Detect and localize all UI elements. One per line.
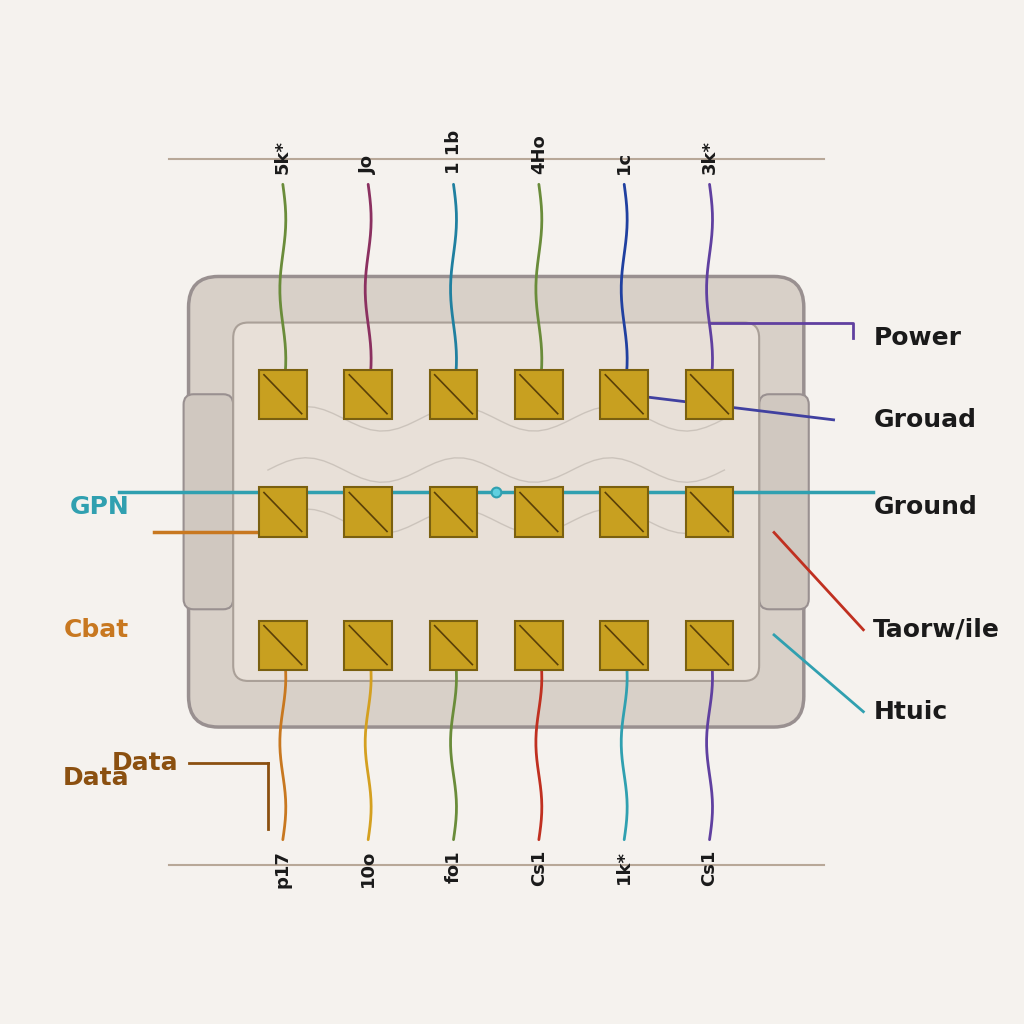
FancyBboxPatch shape [759,394,809,609]
Text: 1 1b: 1 1b [444,130,463,174]
Bar [259,487,306,537]
Bar [600,621,648,670]
Bar [344,370,392,419]
Text: p17: p17 [273,850,292,888]
Bar [600,487,648,537]
Bar [515,487,562,537]
Bar [515,621,562,670]
Bar [515,370,562,419]
Text: Htuic: Htuic [873,699,947,724]
Text: Cs1: Cs1 [700,850,719,887]
Text: Grouad: Grouad [873,408,976,432]
Text: 1k*: 1k* [615,850,633,884]
Bar [686,370,733,419]
Text: Cs1: Cs1 [529,850,548,887]
Text: Data: Data [62,766,129,791]
Text: 10o: 10o [359,850,377,887]
Text: Jo: Jo [359,155,377,174]
Text: fo1: fo1 [444,850,463,883]
Text: 5k*: 5k* [273,140,292,174]
FancyBboxPatch shape [183,394,233,609]
Text: Cbat: Cbat [63,617,129,642]
Text: 1c: 1c [615,151,633,174]
Text: 4Ho: 4Ho [529,134,548,174]
Text: Power: Power [873,326,962,350]
Bar [259,621,306,670]
Text: Ground: Ground [873,495,977,519]
Text: GPN: GPN [70,495,129,519]
Bar [686,487,733,537]
Bar [344,487,392,537]
Text: Data: Data [112,751,178,775]
Bar [344,621,392,670]
FancyBboxPatch shape [233,323,759,681]
FancyBboxPatch shape [188,276,804,727]
Bar [430,621,477,670]
Text: 3k*: 3k* [700,140,719,174]
Bar [430,370,477,419]
Bar [686,621,733,670]
Bar [259,370,306,419]
Bar [430,487,477,537]
Text: Taorw/ile: Taorw/ile [873,617,1000,642]
Bar [600,370,648,419]
